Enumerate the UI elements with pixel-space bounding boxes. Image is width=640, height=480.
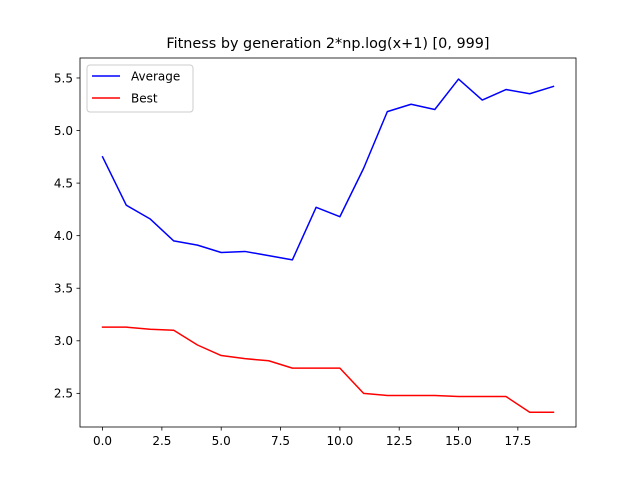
plot-area: 0.0 2.5 5.0 7.5 10.0 12.5 15.0 17.5 2.5 3.0 3.5 4.0…	[54, 57, 577, 448]
x-tick-label: 2.5	[152, 434, 171, 448]
series-line-average	[101, 78, 555, 261]
y-tick-label: 2.5	[54, 387, 73, 401]
x-tick-label: 0.0	[93, 434, 112, 448]
legend-label-best: Best	[131, 92, 158, 106]
x-tick-label: 12.5	[386, 434, 413, 448]
y-tick-label: 4.5	[54, 176, 73, 190]
legend-label-average: Average	[131, 70, 180, 84]
y-tick-label: 5.5	[54, 71, 73, 85]
axes-frame	[79, 57, 577, 428]
x-tick-label: 17.5	[504, 434, 531, 448]
x-tick-label: 10.0	[327, 434, 354, 448]
y-tick-label: 3.0	[54, 334, 73, 348]
chart-title: Fitness by generation 2*np.log(x+1) [0, …	[166, 36, 489, 52]
y-tick-label: 4.0	[54, 229, 73, 243]
x-tick-label: 5.0	[212, 434, 231, 448]
y-tick-label: 5.0	[54, 124, 73, 138]
x-tick-label: 7.5	[271, 434, 290, 448]
x-tick-label: 15.0	[445, 434, 472, 448]
series-line-best	[101, 326, 555, 414]
y-tick-label: 3.5	[54, 282, 73, 296]
